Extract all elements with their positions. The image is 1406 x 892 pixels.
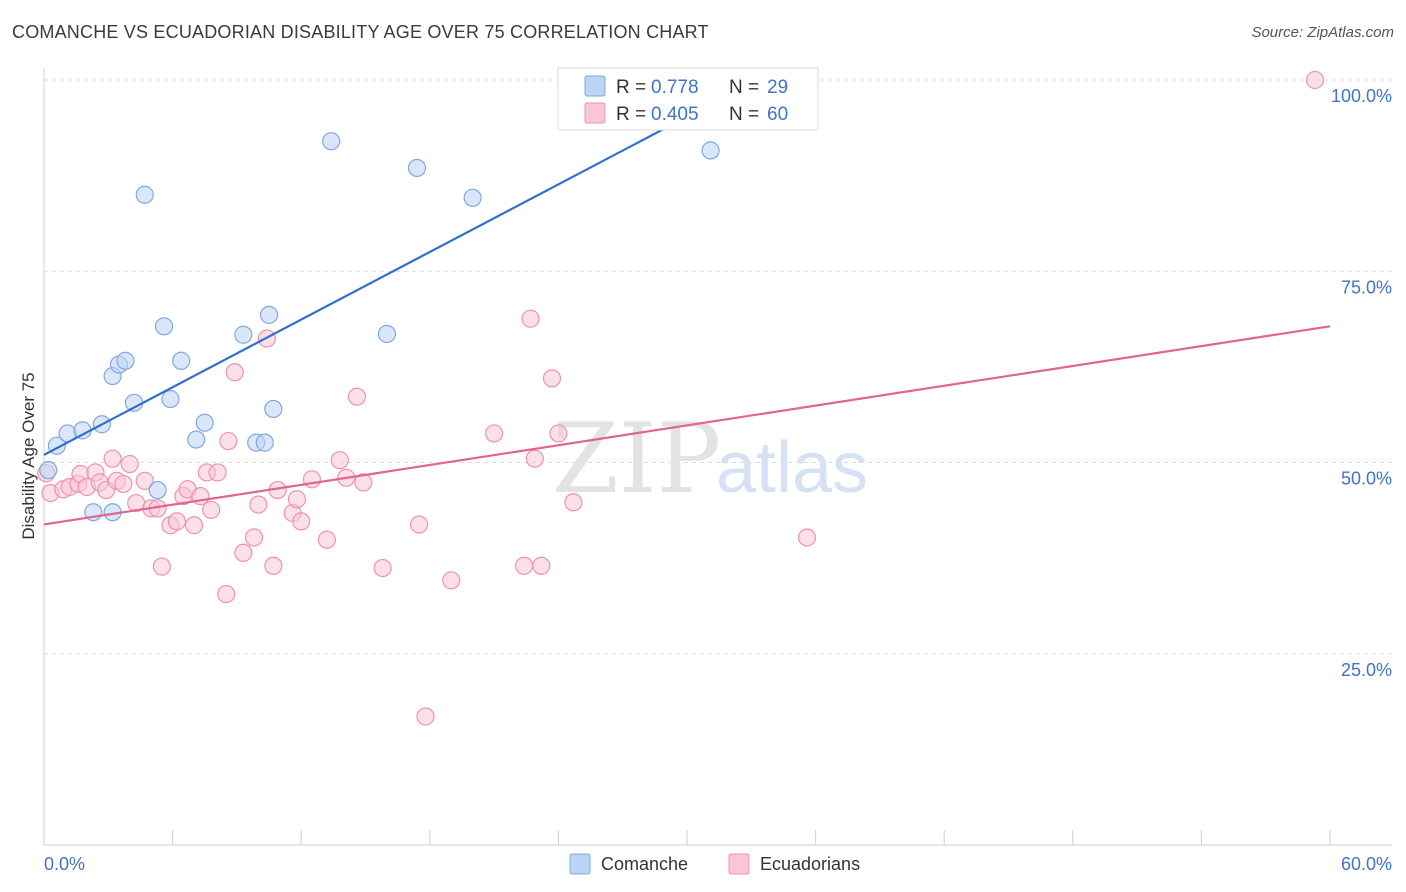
comanche-point [161, 389, 180, 409]
comanche-point [234, 325, 253, 344]
ecuadorians-point [532, 556, 551, 575]
ecuadorians-point [515, 556, 534, 575]
comanche-point [264, 399, 283, 419]
ecuadorians-point [152, 557, 171, 576]
comanche-point [187, 430, 206, 449]
comanche-point [116, 351, 135, 370]
x-ticks [43, 830, 1331, 845]
ecuadorians-point [485, 424, 504, 443]
y-tick-label: 75.0% [1341, 277, 1392, 297]
ecuadorians-point [564, 493, 583, 512]
watermark: ZIP atlas [552, 403, 868, 515]
ecuadorians-point [287, 490, 307, 509]
ecuadorians-point [354, 473, 373, 492]
comanche-point [322, 132, 341, 151]
ecuadorians-point [797, 528, 817, 547]
ecuadorians-point [302, 470, 322, 489]
comanche-point [259, 305, 279, 324]
comanche-point [195, 413, 214, 432]
ecuadorians-point [330, 451, 349, 470]
ecuadorians-point [409, 515, 429, 534]
grid-lines [44, 79, 1392, 655]
legend-r-value-comanche: 0.778 [651, 77, 699, 98]
ecuadorians-trend-line [43, 325, 1331, 526]
legend-n-value-comanche: 29 [767, 77, 788, 98]
ecuadorians-point [208, 463, 227, 482]
comanche-point [154, 317, 174, 336]
x-tick-label: 0.0% [44, 854, 85, 874]
y-tick-label: 25.0% [1341, 660, 1392, 680]
ecuadorians-point [292, 512, 311, 531]
ecuadorians-point [225, 363, 244, 382]
ecuadorians-point [542, 369, 562, 388]
ecuadorians-point [373, 558, 392, 578]
ecuadorians-point [249, 495, 268, 514]
ecuadorians-point [184, 516, 204, 535]
bottom-legend-label-ecuadorians: Ecuadorians [760, 854, 860, 874]
legend-n-value-ecuadorians: 60 [767, 104, 788, 125]
ecuadorians-point [234, 543, 253, 562]
comanche-point [148, 480, 167, 500]
bottom-legend: Comanche Ecuadorians [569, 853, 860, 875]
legend-r-label-comanche: R = [616, 77, 646, 98]
legend-r-label-ecuadorians: R = [616, 104, 646, 125]
comanche-point [377, 324, 397, 344]
ecuadorians-point [521, 309, 540, 328]
x-tick-labels: 0.0% 60.0% [44, 854, 1392, 874]
comanche-point [135, 185, 154, 204]
ecuadorians-point [217, 584, 236, 604]
ecuadorians-point [317, 530, 337, 549]
legend-swatch-ecuadorians [584, 102, 606, 124]
comanche-point [39, 461, 58, 480]
ecuadorians-point [525, 449, 544, 468]
ecuadorians-point [167, 512, 186, 531]
y-tick-label: 50.0% [1341, 469, 1392, 489]
comanche-point [407, 158, 427, 178]
ecuadorians-point [219, 431, 238, 451]
legend-n-label-comanche: N = [729, 77, 759, 98]
y-axis-title: Disability Age Over 75 [19, 372, 38, 539]
legend-box: R = 0.778 N = 29 R = 0.405 N = 60 [557, 67, 819, 131]
bottom-legend-swatch-comanche [569, 853, 591, 875]
ecuadorians-point [114, 474, 133, 494]
ecuadorians-point [416, 707, 435, 726]
ecuadorians-point [135, 471, 154, 490]
comanche-points [39, 70, 774, 522]
trend-lines [43, 75, 1331, 526]
axes [43, 68, 1392, 846]
ecuadorians-point [202, 500, 221, 520]
ecuadorians-point [264, 556, 283, 575]
bottom-legend-swatch-ecuadorians [728, 853, 750, 875]
x-tick-label: 60.0% [1341, 854, 1392, 874]
legend-swatch-comanche [584, 75, 606, 97]
ecuadorians-point [244, 528, 264, 547]
comanche-point [701, 141, 720, 160]
watermark-atlas: atlas [716, 428, 868, 508]
comanche-point [172, 351, 191, 370]
comanche-point [255, 433, 274, 452]
ecuadorians-point [1305, 70, 1325, 90]
comanche-point [124, 393, 144, 412]
y-tick-labels: 25.0% 50.0% 75.0% 100.0% [1331, 86, 1392, 680]
legend-r-value-ecuadorians: 0.405 [651, 104, 699, 125]
source-credit: Source: ZipAtlas.com [1251, 24, 1394, 41]
ecuadorians-point [549, 424, 568, 443]
bottom-legend-label-comanche: Comanche [601, 854, 688, 874]
ecuadorians-point [120, 454, 139, 474]
legend-n-label-ecuadorians: N = [729, 104, 759, 125]
ecuadorians-points [37, 70, 1325, 726]
ecuadorians-point [103, 449, 122, 468]
chart-title: COMANCHE VS ECUADORIAN DISABILITY AGE OV… [12, 22, 709, 42]
comanche-point [463, 188, 482, 207]
ecuadorians-point [442, 571, 461, 590]
comanche-trend-line [43, 75, 765, 456]
ecuadorians-point [347, 387, 367, 406]
y-tick-label: 100.0% [1331, 86, 1392, 106]
